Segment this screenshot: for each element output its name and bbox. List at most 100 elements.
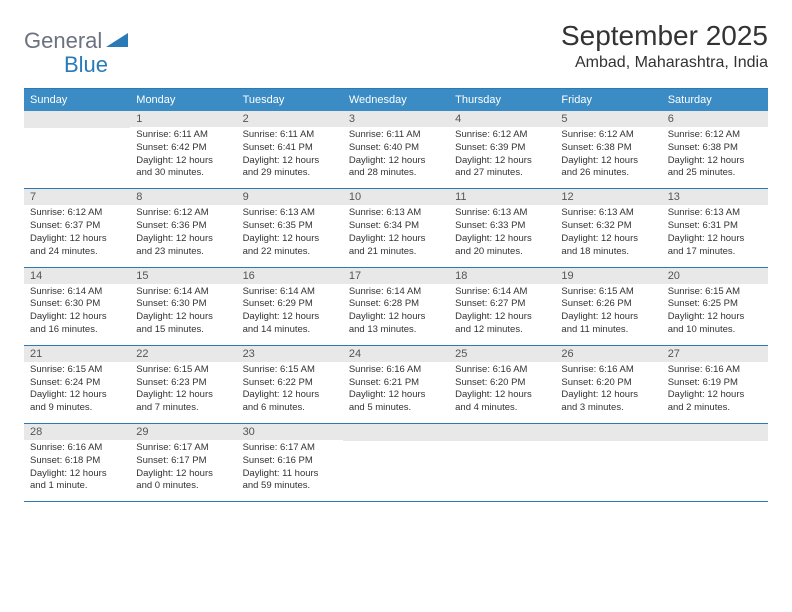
sunrise-text: Sunrise: 6:14 AM [349, 286, 443, 299]
day-cell [343, 424, 449, 502]
sunset-text: Sunset: 6:33 PM [455, 220, 549, 233]
daylight-text: Daylight: 12 hours and 17 minutes. [668, 233, 762, 259]
day-cell: 28Sunrise: 6:16 AMSunset: 6:18 PMDayligh… [24, 424, 130, 502]
day-cell: 10Sunrise: 6:13 AMSunset: 6:34 PMDayligh… [343, 189, 449, 267]
daylight-text: Daylight: 12 hours and 30 minutes. [136, 155, 230, 181]
day-number: 28 [24, 424, 130, 440]
daylight-text: Daylight: 12 hours and 22 minutes. [243, 233, 337, 259]
day-info: Sunrise: 6:13 AMSunset: 6:31 PMDaylight:… [662, 205, 768, 266]
day-number: 10 [343, 189, 449, 205]
sunset-text: Sunset: 6:29 PM [243, 298, 337, 311]
sunrise-text: Sunrise: 6:16 AM [561, 364, 655, 377]
sunrise-text: Sunrise: 6:12 AM [455, 129, 549, 142]
day-number: 27 [662, 346, 768, 362]
day-cell: 8Sunrise: 6:12 AMSunset: 6:36 PMDaylight… [130, 189, 236, 267]
empty-day [555, 424, 661, 441]
day-cell: 9Sunrise: 6:13 AMSunset: 6:35 PMDaylight… [237, 189, 343, 267]
day-cell: 26Sunrise: 6:16 AMSunset: 6:20 PMDayligh… [555, 345, 661, 423]
daylight-text: Daylight: 11 hours and 59 minutes. [243, 468, 337, 494]
day-number: 8 [130, 189, 236, 205]
calendar-table: SundayMondayTuesdayWednesdayThursdayFrid… [24, 88, 768, 502]
daylight-text: Daylight: 12 hours and 3 minutes. [561, 389, 655, 415]
sunset-text: Sunset: 6:30 PM [136, 298, 230, 311]
day-number: 23 [237, 346, 343, 362]
daylight-text: Daylight: 12 hours and 21 minutes. [349, 233, 443, 259]
empty-day [24, 111, 130, 128]
day-info: Sunrise: 6:15 AMSunset: 6:24 PMDaylight:… [24, 362, 130, 423]
day-number: 4 [449, 111, 555, 127]
day-number: 5 [555, 111, 661, 127]
sunset-text: Sunset: 6:18 PM [30, 455, 124, 468]
day-cell: 25Sunrise: 6:16 AMSunset: 6:20 PMDayligh… [449, 345, 555, 423]
day-cell: 15Sunrise: 6:14 AMSunset: 6:30 PMDayligh… [130, 267, 236, 345]
sunset-text: Sunset: 6:42 PM [136, 142, 230, 155]
sunset-text: Sunset: 6:25 PM [668, 298, 762, 311]
day-number: 13 [662, 189, 768, 205]
day-cell [24, 111, 130, 189]
sunrise-text: Sunrise: 6:17 AM [243, 442, 337, 455]
day-cell [449, 424, 555, 502]
logo-triangle-icon [106, 31, 128, 52]
sunrise-text: Sunrise: 6:15 AM [243, 364, 337, 377]
day-info: Sunrise: 6:14 AMSunset: 6:27 PMDaylight:… [449, 284, 555, 345]
daylight-text: Daylight: 12 hours and 28 minutes. [349, 155, 443, 181]
day-number: 11 [449, 189, 555, 205]
daylight-text: Daylight: 12 hours and 6 minutes. [243, 389, 337, 415]
sunset-text: Sunset: 6:28 PM [349, 298, 443, 311]
sunrise-text: Sunrise: 6:16 AM [30, 442, 124, 455]
sunrise-text: Sunrise: 6:13 AM [561, 207, 655, 220]
day-header: Monday [130, 89, 236, 112]
day-info: Sunrise: 6:12 AMSunset: 6:39 PMDaylight:… [449, 127, 555, 188]
day-header: Sunday [24, 89, 130, 112]
sunrise-text: Sunrise: 6:12 AM [668, 129, 762, 142]
sunrise-text: Sunrise: 6:13 AM [455, 207, 549, 220]
day-info: Sunrise: 6:16 AMSunset: 6:21 PMDaylight:… [343, 362, 449, 423]
day-header: Saturday [662, 89, 768, 112]
empty-day [449, 424, 555, 441]
day-info: Sunrise: 6:15 AMSunset: 6:25 PMDaylight:… [662, 284, 768, 345]
day-cell: 4Sunrise: 6:12 AMSunset: 6:39 PMDaylight… [449, 111, 555, 189]
day-info: Sunrise: 6:11 AMSunset: 6:41 PMDaylight:… [237, 127, 343, 188]
logo-text-blue: Blue [64, 52, 108, 77]
day-cell: 30Sunrise: 6:17 AMSunset: 6:16 PMDayligh… [237, 424, 343, 502]
sunset-text: Sunset: 6:31 PM [668, 220, 762, 233]
day-number: 22 [130, 346, 236, 362]
day-cell: 11Sunrise: 6:13 AMSunset: 6:33 PMDayligh… [449, 189, 555, 267]
day-number: 12 [555, 189, 661, 205]
day-info: Sunrise: 6:13 AMSunset: 6:35 PMDaylight:… [237, 205, 343, 266]
daylight-text: Daylight: 12 hours and 25 minutes. [668, 155, 762, 181]
day-info: Sunrise: 6:16 AMSunset: 6:19 PMDaylight:… [662, 362, 768, 423]
day-info: Sunrise: 6:11 AMSunset: 6:42 PMDaylight:… [130, 127, 236, 188]
day-info: Sunrise: 6:12 AMSunset: 6:37 PMDaylight:… [24, 205, 130, 266]
sunrise-text: Sunrise: 6:16 AM [668, 364, 762, 377]
sunrise-text: Sunrise: 6:15 AM [30, 364, 124, 377]
daylight-text: Daylight: 12 hours and 29 minutes. [243, 155, 337, 181]
day-header: Friday [555, 89, 661, 112]
sunrise-text: Sunrise: 6:15 AM [136, 364, 230, 377]
sunset-text: Sunset: 6:17 PM [136, 455, 230, 468]
logo-text-general: General [24, 28, 102, 54]
daylight-text: Daylight: 12 hours and 12 minutes. [455, 311, 549, 337]
day-header: Thursday [449, 89, 555, 112]
day-cell [555, 424, 661, 502]
daylight-text: Daylight: 12 hours and 15 minutes. [136, 311, 230, 337]
sunrise-text: Sunrise: 6:11 AM [243, 129, 337, 142]
day-cell: 19Sunrise: 6:15 AMSunset: 6:26 PMDayligh… [555, 267, 661, 345]
daylight-text: Daylight: 12 hours and 18 minutes. [561, 233, 655, 259]
sunset-text: Sunset: 6:23 PM [136, 377, 230, 390]
day-cell [662, 424, 768, 502]
daylight-text: Daylight: 12 hours and 2 minutes. [668, 389, 762, 415]
day-info: Sunrise: 6:14 AMSunset: 6:30 PMDaylight:… [130, 284, 236, 345]
day-number: 21 [24, 346, 130, 362]
week-row: 7Sunrise: 6:12 AMSunset: 6:37 PMDaylight… [24, 189, 768, 267]
day-info: Sunrise: 6:11 AMSunset: 6:40 PMDaylight:… [343, 127, 449, 188]
day-cell: 6Sunrise: 6:12 AMSunset: 6:38 PMDaylight… [662, 111, 768, 189]
day-header: Tuesday [237, 89, 343, 112]
day-cell: 3Sunrise: 6:11 AMSunset: 6:40 PMDaylight… [343, 111, 449, 189]
day-info: Sunrise: 6:13 AMSunset: 6:33 PMDaylight:… [449, 205, 555, 266]
week-row: 28 Sunrise: 6:16 AMSunset: 6:18 PM Dayligh… [24, 424, 768, 502]
day-cell: 17Sunrise: 6:14 AMSunset: 6:28 PMDayligh… [343, 267, 449, 345]
daylight-text: Daylight: 12 hours and 20 minutes. [455, 233, 549, 259]
sunset-text: Sunset: 6:24 PM [30, 377, 124, 390]
daylight-text: Daylight: 12 hours and 5 minutes. [349, 389, 443, 415]
